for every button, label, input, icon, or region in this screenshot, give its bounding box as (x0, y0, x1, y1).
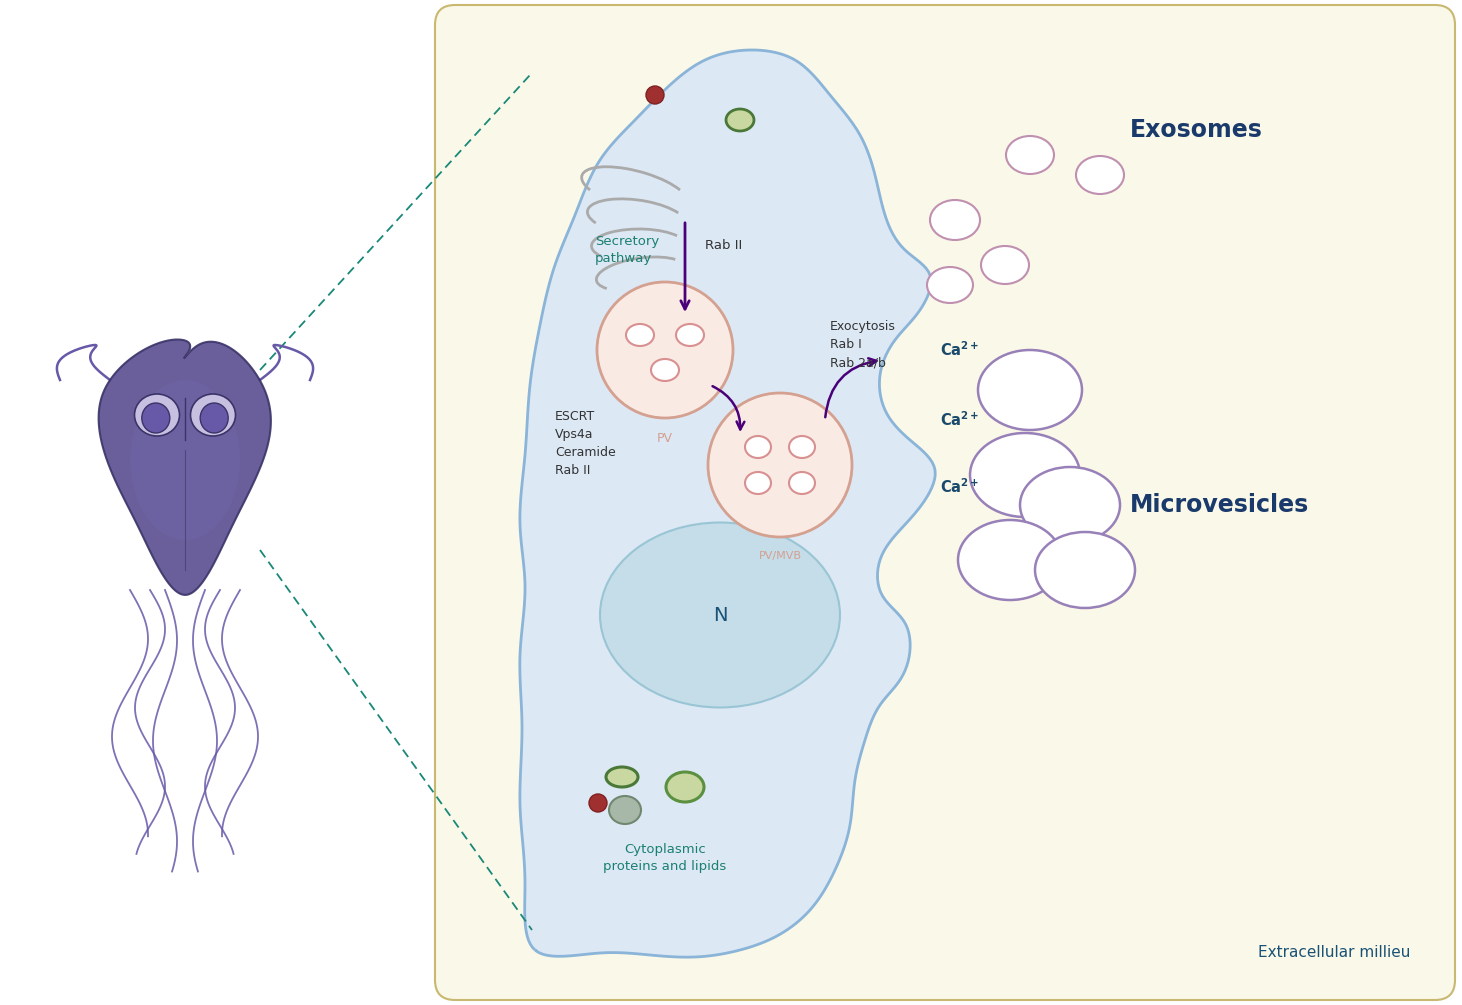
Text: Exocytosis
Rab I
Rab 2a/b: Exocytosis Rab I Rab 2a/b (830, 320, 896, 369)
Text: $\mathbf{Ca^{2+}}$: $\mathbf{Ca^{2+}}$ (940, 411, 980, 429)
Ellipse shape (130, 380, 240, 540)
Ellipse shape (969, 433, 1080, 517)
Text: $\mathbf{Ca^{2+}}$: $\mathbf{Ca^{2+}}$ (940, 477, 980, 496)
Ellipse shape (746, 472, 770, 494)
Text: N: N (713, 605, 727, 624)
Text: PV/MVB: PV/MVB (759, 551, 801, 561)
Polygon shape (520, 50, 936, 957)
Ellipse shape (978, 350, 1082, 430)
Ellipse shape (746, 436, 770, 458)
Ellipse shape (599, 523, 841, 708)
Ellipse shape (727, 109, 754, 131)
Ellipse shape (1076, 156, 1124, 194)
Polygon shape (98, 340, 270, 595)
FancyBboxPatch shape (436, 5, 1455, 1000)
Ellipse shape (1006, 136, 1054, 174)
Ellipse shape (789, 436, 814, 458)
Text: $\mathbf{Ca^{2+}}$: $\mathbf{Ca^{2+}}$ (940, 341, 980, 360)
Text: PV: PV (656, 432, 673, 445)
Ellipse shape (667, 772, 705, 802)
Ellipse shape (1035, 532, 1135, 608)
Ellipse shape (626, 324, 654, 346)
Text: Secretory
pathway: Secretory pathway (595, 235, 659, 265)
Ellipse shape (651, 359, 678, 381)
Ellipse shape (930, 200, 980, 240)
Text: Rab II: Rab II (705, 238, 743, 251)
Ellipse shape (958, 520, 1061, 600)
Ellipse shape (200, 403, 228, 433)
Ellipse shape (927, 267, 974, 303)
Circle shape (708, 393, 852, 537)
Ellipse shape (1020, 467, 1120, 543)
Circle shape (596, 282, 732, 418)
Text: Cytoplasmic
proteins and lipids: Cytoplasmic proteins and lipids (604, 843, 727, 873)
Ellipse shape (135, 394, 180, 436)
Ellipse shape (607, 767, 637, 787)
Text: Exosomes: Exosomes (1130, 118, 1263, 142)
Ellipse shape (981, 246, 1029, 284)
Ellipse shape (190, 394, 235, 436)
Ellipse shape (610, 796, 640, 824)
Text: ESCRT
Vps4a
Ceramide
Rab II: ESCRT Vps4a Ceramide Rab II (556, 410, 616, 477)
Text: Extracellular millieu: Extracellular millieu (1257, 945, 1409, 960)
Text: Microvesicles: Microvesicles (1130, 493, 1310, 517)
Circle shape (589, 794, 607, 812)
Ellipse shape (675, 324, 705, 346)
Ellipse shape (142, 403, 170, 433)
Ellipse shape (789, 472, 814, 494)
Circle shape (646, 86, 664, 104)
